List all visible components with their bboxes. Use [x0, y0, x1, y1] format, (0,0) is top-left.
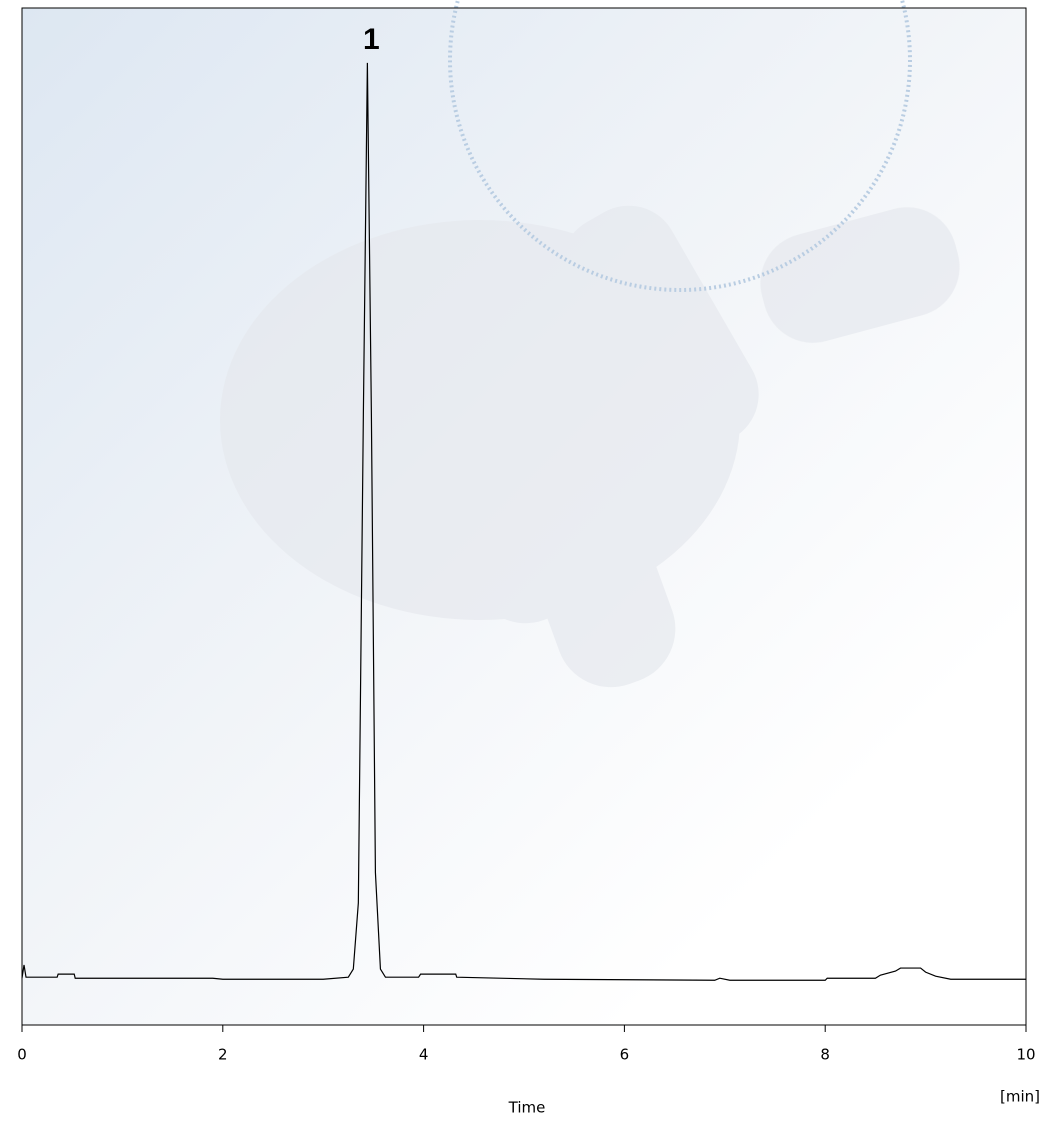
peak-label: 1 — [363, 23, 380, 56]
background-decoration — [220, 205, 960, 688]
x-tick-label: 10 — [1016, 1046, 1035, 1064]
plot-frame — [21, 7, 1027, 1026]
x-axis-title: Time — [508, 1099, 546, 1117]
background-decoration — [448, 0, 912, 292]
chromatogram-line — [21, 62, 1026, 981]
x-tick-label: 8 — [820, 1046, 830, 1064]
x-tick-label: 6 — [620, 1046, 630, 1064]
x-tick-label: 2 — [218, 1046, 228, 1064]
x-unit: [min] — [1000, 1088, 1040, 1106]
x-tick-label: 4 — [419, 1046, 429, 1064]
x-tick-label: 0 — [17, 1046, 27, 1064]
